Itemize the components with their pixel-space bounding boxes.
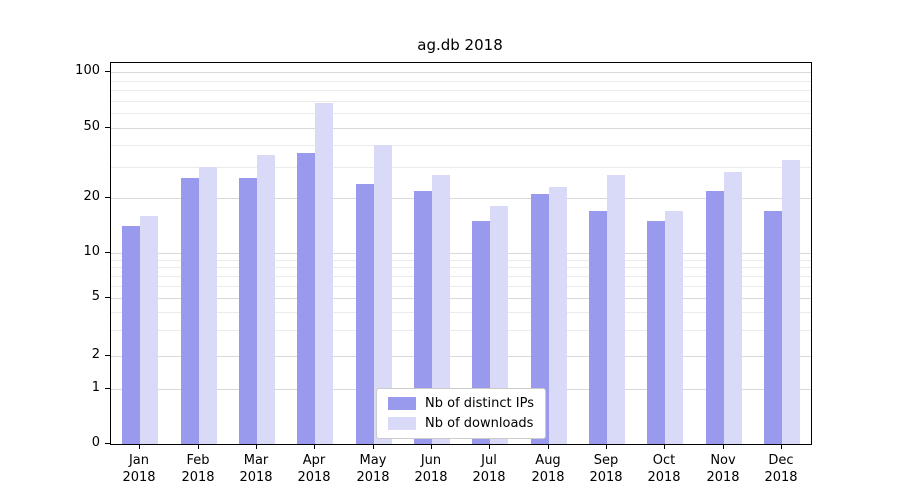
- bar-distinct-ips: [122, 226, 140, 444]
- legend-item-downloads: Nb of downloads: [388, 416, 534, 431]
- bar-downloads: [140, 216, 158, 444]
- legend-swatch-downloads: [388, 417, 417, 430]
- x-tick-mark: [314, 444, 315, 449]
- x-tick-label: Nov 2018: [706, 453, 740, 485]
- y-tick-mark: [105, 71, 110, 72]
- bar-downloads: [432, 175, 450, 444]
- bar-downloads: [315, 103, 333, 444]
- gridline: [111, 145, 811, 146]
- bar-distinct-ips: [531, 194, 549, 444]
- x-tick-label: Jun 2018: [414, 453, 448, 485]
- bar-downloads: [607, 175, 625, 444]
- bar-distinct-ips: [414, 191, 432, 444]
- gridline: [111, 128, 811, 129]
- x-tick-mark: [489, 444, 490, 449]
- y-tick-mark: [105, 388, 110, 389]
- bar-downloads: [724, 172, 742, 444]
- gridline: [111, 298, 811, 299]
- gridline: [111, 90, 811, 91]
- legend-label-distinct-ips: Nb of distinct IPs: [425, 396, 534, 411]
- x-tick-label: Dec 2018: [764, 453, 798, 485]
- x-tick-mark: [139, 444, 140, 449]
- bar-downloads: [374, 145, 392, 444]
- y-tick-mark: [105, 355, 110, 356]
- x-tick-mark: [373, 444, 374, 449]
- x-tick-mark: [198, 444, 199, 449]
- x-tick-label: Sep 2018: [589, 453, 623, 485]
- x-tick-label: Mar 2018: [239, 453, 273, 485]
- bar-downloads: [549, 187, 567, 444]
- bar-distinct-ips: [647, 221, 665, 444]
- bar-distinct-ips: [297, 153, 315, 444]
- gridline: [111, 81, 811, 82]
- gridline: [111, 312, 811, 313]
- x-tick-mark: [781, 444, 782, 449]
- bar-distinct-ips: [356, 184, 374, 444]
- legend: Nb of distinct IPs Nb of downloads: [376, 388, 546, 439]
- y-tick-mark: [105, 252, 110, 253]
- x-tick-mark: [664, 444, 665, 449]
- x-tick-label: Oct 2018: [647, 453, 681, 485]
- x-tick-mark: [431, 444, 432, 449]
- gridline: [111, 276, 811, 277]
- gridline: [111, 253, 811, 254]
- bar-distinct-ips: [181, 178, 199, 444]
- x-tick-mark: [548, 444, 549, 449]
- bar-distinct-ips: [706, 191, 724, 444]
- x-tick-mark: [606, 444, 607, 449]
- gridline: [111, 330, 811, 331]
- bar-downloads: [257, 155, 275, 444]
- x-tick-label: May 2018: [356, 453, 390, 485]
- x-tick-mark: [723, 444, 724, 449]
- y-tick-mark: [105, 297, 110, 298]
- gridline: [111, 260, 811, 261]
- x-tick-label: Apr 2018: [297, 453, 331, 485]
- bar-downloads: [665, 211, 683, 444]
- gridline: [111, 167, 811, 168]
- y-tick-mark: [105, 197, 110, 198]
- y-tick-mark: [105, 127, 110, 128]
- gridline: [111, 198, 811, 199]
- gridline: [111, 356, 811, 357]
- gridline: [111, 113, 811, 114]
- x-tick-label: Feb 2018: [181, 453, 215, 485]
- gridline: [111, 101, 811, 102]
- legend-swatch-distinct-ips: [388, 397, 417, 410]
- x-tick-label: Jan 2018: [122, 453, 156, 485]
- x-tick-mark: [256, 444, 257, 449]
- gridline: [111, 267, 811, 268]
- x-tick-label: Aug 2018: [531, 453, 565, 485]
- legend-item-distinct-ips: Nb of distinct IPs: [388, 396, 534, 411]
- y-tick-label: 0: [91, 435, 100, 450]
- bar-downloads: [199, 167, 217, 444]
- gridline: [111, 72, 811, 73]
- y-tick-label: 5: [91, 289, 100, 304]
- gridline: [111, 286, 811, 287]
- y-tick-label: 10: [83, 244, 100, 259]
- y-tick-label: 2: [91, 347, 100, 362]
- chart-title: ag.db 2018: [417, 36, 503, 54]
- legend-label-downloads: Nb of downloads: [425, 416, 534, 431]
- y-tick-label: 20: [83, 189, 100, 204]
- y-tick-mark: [105, 443, 110, 444]
- y-tick-label: 100: [75, 63, 100, 78]
- bar-distinct-ips: [764, 211, 782, 444]
- plot-area: Nb of distinct IPs Nb of downloads: [110, 62, 812, 445]
- y-tick-label: 50: [83, 119, 100, 134]
- bar-downloads: [490, 206, 508, 444]
- bar-distinct-ips: [239, 178, 257, 444]
- x-tick-label: Jul 2018: [472, 453, 506, 485]
- y-tick-label: 1: [91, 380, 100, 395]
- bar-distinct-ips: [589, 211, 607, 444]
- bar-downloads: [782, 160, 800, 444]
